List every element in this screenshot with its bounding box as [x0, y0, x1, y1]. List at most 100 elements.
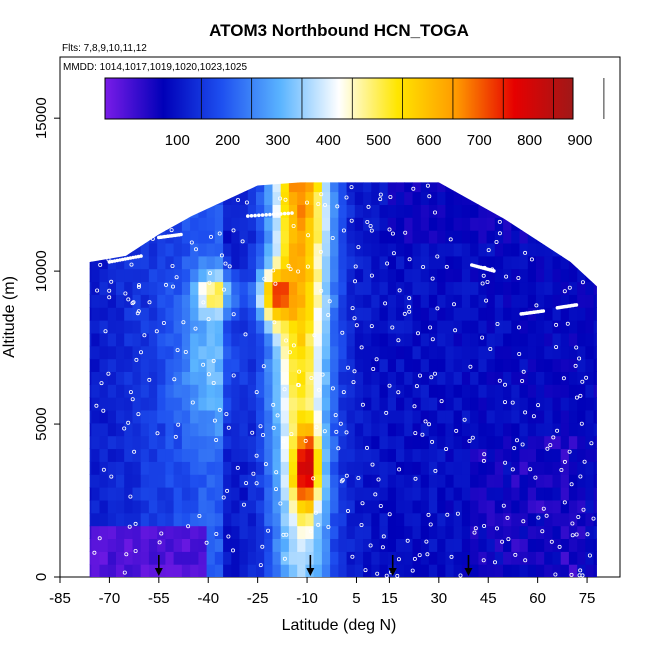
track-point: [406, 304, 411, 309]
heatmap-cell: [602, 461, 611, 474]
heatmap-cell: [511, 384, 521, 398]
heatmap-cell: [354, 499, 364, 514]
track-point: [473, 526, 478, 531]
track-point: [531, 414, 536, 419]
x-tick-label: -85: [49, 590, 71, 607]
track-point: [244, 200, 249, 205]
heatmap-cell: [223, 499, 232, 514]
heatmap-cell: [231, 230, 241, 244]
heatmap-cell: [470, 564, 479, 578]
profile-marker-arrow: [464, 568, 473, 576]
track-point: [356, 245, 361, 250]
heatmap-cell: [478, 384, 488, 398]
track-point: [553, 572, 558, 577]
heatmap-cell: [478, 345, 488, 360]
heatmap-cell: [288, 191, 298, 205]
heatmap-cell: [140, 551, 150, 565]
heatmap-cell: [379, 320, 389, 334]
heatmap-cell: [568, 499, 578, 514]
heatmap-cell: [536, 307, 545, 321]
heatmap-cell: [148, 294, 158, 308]
heatmap-cell: [560, 410, 570, 424]
track-point: [407, 296, 412, 301]
heatmap-cell: [544, 384, 553, 398]
heatmap-cell: [412, 230, 422, 244]
heatmap-cell: [412, 474, 422, 488]
heatmap-cell: [107, 435, 117, 450]
heatmap-cell: [354, 538, 364, 552]
heatmap-cell: [503, 345, 512, 360]
track-point: [174, 275, 179, 280]
heatmap-cell: [396, 512, 405, 527]
heatmap-cell: [354, 358, 364, 372]
heatmap-cell: [379, 255, 389, 270]
heatmap-cell: [124, 204, 133, 218]
heatmap-cell: [404, 345, 413, 360]
heatmap-cell: [321, 358, 331, 372]
heatmap-cell: [165, 384, 175, 398]
heatmap-cell: [519, 191, 529, 205]
track-point: [512, 446, 517, 451]
heatmap-cell: [354, 255, 364, 270]
heatmap-cell: [148, 397, 158, 411]
track-point: [562, 459, 567, 464]
heatmap-cell: [602, 217, 611, 230]
heatmap-cell: [379, 217, 389, 231]
track-point: [133, 521, 138, 526]
heatmap-cell: [99, 204, 109, 218]
heatmap-cell: [288, 551, 298, 565]
heatmap-cell: [321, 448, 331, 462]
heatmap-cell: [461, 243, 471, 257]
heatmap-cell: [602, 359, 611, 372]
heatmap-cell: [165, 499, 175, 514]
track-point: [241, 502, 246, 507]
track-point: [561, 376, 566, 381]
heatmap-cell: [363, 320, 372, 334]
heatmap-cell: [132, 564, 142, 578]
heatmap-cell: [124, 499, 133, 514]
heatmap-cell: [264, 204, 273, 218]
heatmap-cell: [107, 230, 117, 244]
track-point: [275, 413, 280, 418]
track-point: [497, 378, 502, 383]
heatmap-cell: [494, 410, 504, 424]
heatmap-cell: [91, 448, 101, 462]
heatmap-cell: [280, 525, 290, 539]
track-point: [217, 407, 222, 412]
heatmap-cell: [247, 345, 257, 360]
track-point: [574, 532, 579, 537]
heatmap-cell: [544, 191, 553, 205]
heatmap-cell: [140, 525, 150, 539]
heatmap-cell: [148, 487, 158, 501]
track-point: [529, 257, 534, 262]
heatmap-cell: [396, 217, 405, 231]
heatmap-cell: [486, 397, 496, 411]
heatmap-cell: [560, 217, 570, 231]
track-point: [341, 228, 346, 233]
heatmap-cell: [239, 182, 249, 193]
track-point: [482, 452, 487, 457]
heatmap-cell: [511, 422, 521, 437]
track-point: [273, 487, 278, 492]
heatmap-cell: [536, 422, 545, 437]
heatmap-cell: [173, 538, 183, 552]
heatmap-cell: [256, 345, 265, 360]
profile-marker-arrow: [306, 568, 315, 576]
track-point: [569, 572, 574, 577]
heatmap-cell: [536, 281, 545, 295]
heatmap-cell: [247, 512, 257, 527]
heatmap-cell: [132, 422, 142, 437]
track-point: [349, 185, 354, 190]
track-point: [154, 329, 159, 334]
heatmap-cell: [437, 435, 446, 450]
heatmap-cell: [198, 525, 208, 539]
heatmap-cell: [313, 397, 323, 411]
track-point: [384, 410, 389, 415]
heatmap-cell: [157, 255, 166, 270]
heatmap-cell: [577, 307, 586, 321]
heatmap-cell: [412, 410, 422, 424]
heatmap-cell: [330, 371, 339, 385]
heatmap-cell: [272, 255, 282, 270]
heatmap-cell: [91, 358, 101, 372]
heatmap-cell: [132, 332, 142, 347]
